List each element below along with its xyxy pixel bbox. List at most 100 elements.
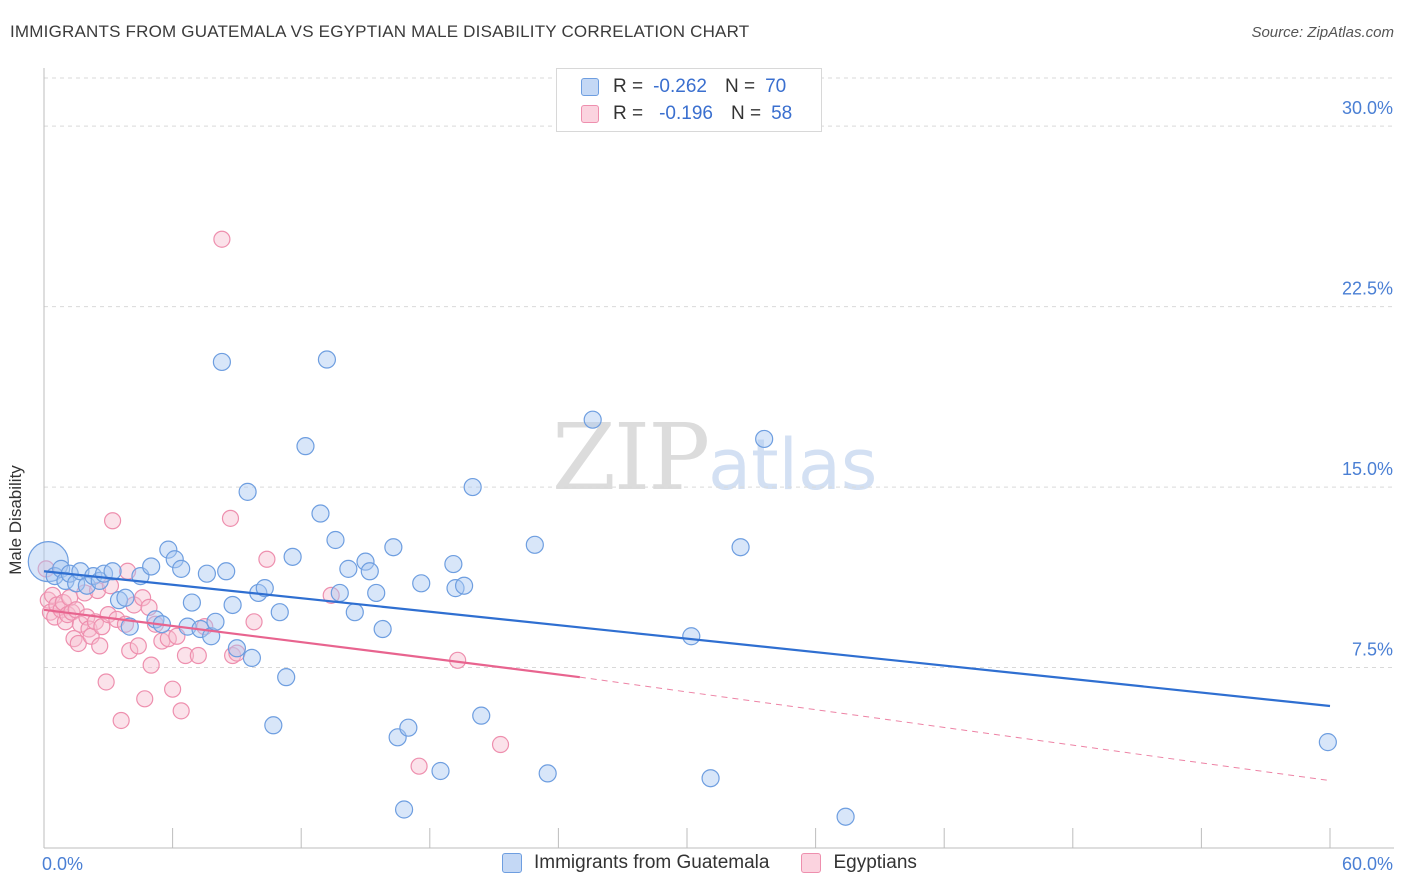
r-label: R = (613, 76, 644, 97)
guatemala-point (384, 538, 403, 557)
x-tick-label: 0.0% (42, 854, 83, 874)
egyptians-point (410, 757, 428, 775)
guatemala-point (120, 617, 139, 636)
egyptians-point (136, 690, 154, 708)
y-tick-label: 30.0% (1342, 98, 1393, 118)
x-tick-label: 60.0% (1342, 854, 1393, 874)
guatemala-point (583, 410, 602, 429)
guatemala-point (394, 800, 414, 819)
egyptians-point (133, 589, 152, 607)
guatemala-point (197, 564, 216, 583)
guatemala-point (339, 559, 358, 578)
guatemala-trendline (43, 570, 1331, 708)
guatemala-point (412, 574, 431, 593)
guatemala-point (142, 557, 161, 576)
series-legend: Immigrants from Guatemala Egyptians (502, 852, 949, 874)
guatemala-point (227, 639, 246, 658)
egyptians-swatch (581, 105, 599, 123)
guatemala-point (431, 761, 450, 781)
guatemala-point (212, 352, 231, 372)
stats-legend-row-egyptians: R = -0.196 N = 58 (581, 102, 792, 126)
egyptians-legend-label: Egyptians (833, 852, 917, 873)
guatemala-point (360, 562, 379, 581)
egyptians-point (142, 656, 160, 674)
egyptians-trendline (43, 608, 580, 679)
r-value: -0.196 (659, 103, 713, 124)
egyptians-point (121, 642, 139, 660)
guatemala-legend-label: Immigrants from Guatemala (534, 852, 770, 873)
egyptians-point (97, 673, 115, 691)
guatemala-point (326, 530, 345, 550)
guatemala-point (103, 562, 122, 581)
egyptians-point (213, 230, 231, 248)
chart-title: IMMIGRANTS FROM GUATEMALA VS EGYPTIAN MA… (10, 22, 750, 41)
guatemala-point (264, 716, 283, 735)
guatemala-point (238, 482, 257, 501)
guatemala-point (255, 579, 274, 598)
n-value: 58 (771, 103, 793, 124)
egyptians-point (103, 512, 122, 530)
egyptians-point (258, 550, 276, 568)
guatemala-point (836, 807, 855, 826)
y-tick-label: 22.5% (1342, 279, 1393, 299)
guatemala-point (206, 612, 225, 631)
guatemala-point (731, 538, 750, 557)
guatemala-point (454, 576, 474, 595)
stats-legend-row-guatemala: R = -0.262 N = 70 (581, 75, 786, 99)
egyptians-point (112, 711, 130, 730)
y-tick-label: 7.5% (1352, 640, 1393, 660)
legend-item-egyptians[interactable]: Egyptians (801, 852, 917, 874)
egyptians-point (491, 735, 510, 754)
guatemala-point (296, 437, 315, 456)
watermark-atlas: atlas (708, 424, 878, 506)
egyptians-point (189, 646, 207, 665)
guatemala-point (1318, 733, 1337, 752)
guatemala-point (242, 648, 262, 668)
egyptians-legend-swatch (801, 853, 822, 873)
guatemala-point (270, 603, 289, 622)
source-credit: Source: ZipAtlas.com (1251, 24, 1394, 41)
guatemala-point (116, 588, 135, 607)
guatemala-point (682, 627, 701, 646)
stats-legend: R = -0.262 N = 70 R = -0.196 N = 58 (556, 68, 822, 132)
legend-item-guatemala[interactable]: Immigrants from Guatemala (502, 852, 769, 874)
guatemala-point (755, 429, 774, 449)
guatemala-swatch (581, 78, 599, 96)
watermark: ZIPatlas (552, 404, 877, 511)
guatemala-point (283, 547, 302, 566)
guatemala-point (172, 559, 191, 578)
guatemala-point (373, 619, 392, 639)
guatemala-point (356, 552, 375, 571)
r-label: R = (613, 103, 644, 124)
guatemala-point (525, 535, 544, 554)
r-value: -0.262 (653, 76, 707, 97)
guatemala-point (317, 350, 337, 369)
y-tick-label: 15.0% (1342, 459, 1393, 479)
egyptians-point (69, 634, 87, 653)
n-label: N = (724, 76, 756, 97)
guatemala-point (159, 540, 178, 559)
egyptians-point (71, 615, 90, 633)
guatemala-point (472, 706, 491, 725)
watermark-zip: ZIP (552, 404, 710, 511)
guatemala-point (701, 769, 720, 788)
guatemala-point (463, 477, 482, 497)
guatemala-point (367, 583, 386, 603)
guatemala-point (399, 718, 418, 737)
egyptians-point (129, 637, 147, 655)
egyptians-point (164, 680, 182, 698)
n-value: 70 (765, 76, 787, 97)
guatemala-point (311, 504, 330, 523)
egyptians-point (172, 702, 190, 720)
guatemala-point (444, 554, 463, 574)
n-label: N = (730, 103, 762, 124)
egyptians-point (176, 646, 195, 665)
egyptians-point (221, 509, 240, 527)
guatemala-point (277, 668, 296, 687)
guatemala-point (217, 562, 236, 581)
guatemala-point (538, 764, 557, 783)
egyptians-point (245, 613, 263, 631)
egyptians-trendline-extension (579, 676, 1331, 782)
guatemala-point (345, 603, 364, 622)
